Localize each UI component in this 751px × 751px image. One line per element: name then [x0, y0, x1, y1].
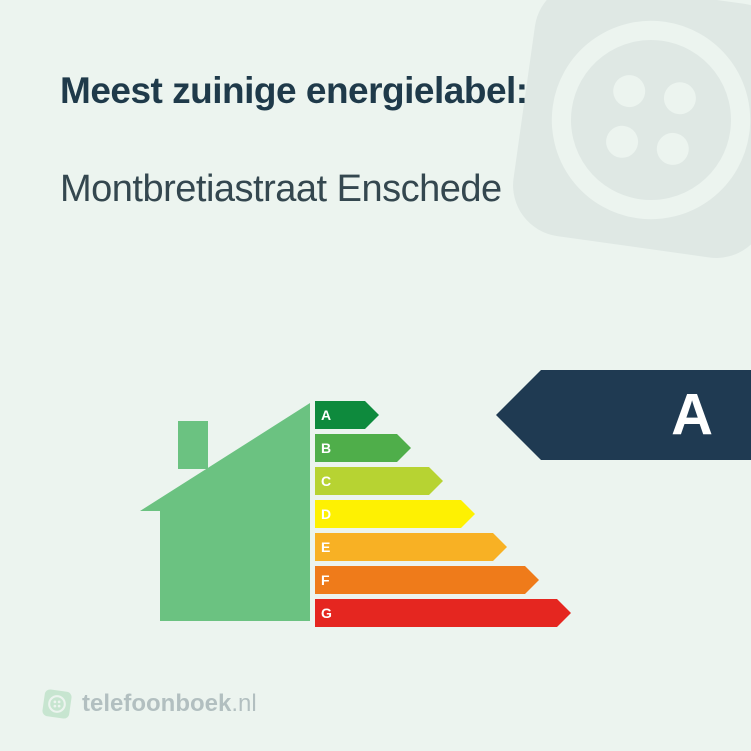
bar-shape: [315, 566, 539, 594]
bar-letter: F: [321, 572, 330, 588]
bar-letter: A: [321, 407, 331, 423]
page-subtitle: Montbretiastraat Enschede: [60, 168, 691, 211]
result-badge: A: [496, 370, 751, 460]
footer: telefoonboek.nl: [42, 689, 257, 719]
bar-shape: [315, 599, 571, 627]
footer-brand-bold: telefoonboek: [82, 690, 231, 717]
bar-shape: [315, 533, 507, 561]
bar-shape: [315, 467, 443, 495]
footer-brand-thin: .nl: [231, 690, 256, 717]
footer-brand: telefoonboek.nl: [82, 690, 257, 718]
page-title: Meest zuinige energielabel:: [60, 70, 691, 112]
house-icon: [140, 403, 310, 621]
result-letter: A: [671, 382, 713, 449]
bar-shape: [315, 500, 475, 528]
bar-letter: G: [321, 605, 332, 621]
bar-letter: D: [321, 506, 331, 522]
footer-logo-icon: [42, 689, 72, 719]
bar-letter: C: [321, 473, 331, 489]
bar-letter: E: [321, 539, 330, 555]
bar-letter: B: [321, 440, 331, 456]
